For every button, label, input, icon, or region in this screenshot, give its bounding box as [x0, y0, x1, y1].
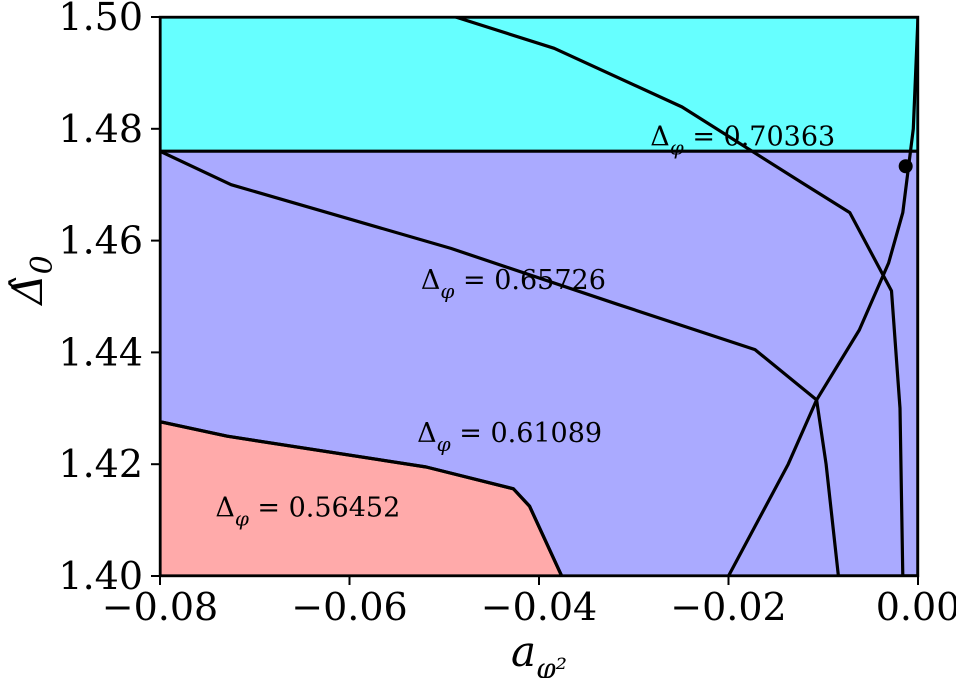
- marker-point-1: [898, 159, 913, 174]
- x-tick-label: 0.00: [876, 585, 956, 629]
- y-tick-label: 1.42: [58, 442, 143, 486]
- y-tick-label: 1.48: [58, 107, 143, 151]
- region-label-subscript: φ: [437, 432, 451, 456]
- x-axis-label-subscript: φ²: [536, 652, 567, 678]
- region-label-value: = 0.70363: [684, 122, 835, 153]
- region-4: [160, 421, 562, 576]
- regions-layer: [160, 17, 918, 576]
- y-tick-label: 1.46: [58, 219, 143, 263]
- boundaries-layer: [160, 17, 918, 576]
- x-tick-label: −0.04: [481, 585, 597, 629]
- region-boundary-1: [454, 17, 918, 576]
- x-axis: −0.08 −0.06 −0.04 −0.02 0.00: [102, 576, 956, 629]
- region-label-value: = 0.56452: [249, 493, 400, 524]
- y-tick-label: 1.40: [58, 554, 143, 598]
- y-tick-label: 1.50: [58, 0, 143, 39]
- x-tick-label: −0.06: [291, 585, 407, 629]
- curves-layer: [727, 17, 918, 576]
- y-tick-label: 1.44: [58, 330, 143, 374]
- markers-layer: [898, 159, 913, 174]
- region-label-subscript: φ: [670, 136, 684, 160]
- region-3: [160, 151, 918, 576]
- x-tick-label: −0.08: [102, 585, 218, 629]
- region-label-value: = 0.61089: [451, 418, 602, 449]
- x-axis-label: aφ²: [511, 627, 567, 678]
- y-axis-label-subscript: 0: [25, 255, 60, 274]
- region-label-subscript: φ: [235, 507, 249, 531]
- region-boundary-4: [160, 420, 564, 576]
- y-axis: 1.40 1.42 1.44 1.46 1.48 1.50: [58, 0, 160, 598]
- region-label-subscript: φ: [440, 279, 454, 303]
- x-tick-label: −0.02: [670, 585, 786, 629]
- y-axis-label: Δ̂0: [3, 255, 60, 306]
- curve-1: [727, 17, 918, 576]
- region-boundary-2: [160, 17, 918, 576]
- region-label-value: = 0.65726: [454, 265, 605, 296]
